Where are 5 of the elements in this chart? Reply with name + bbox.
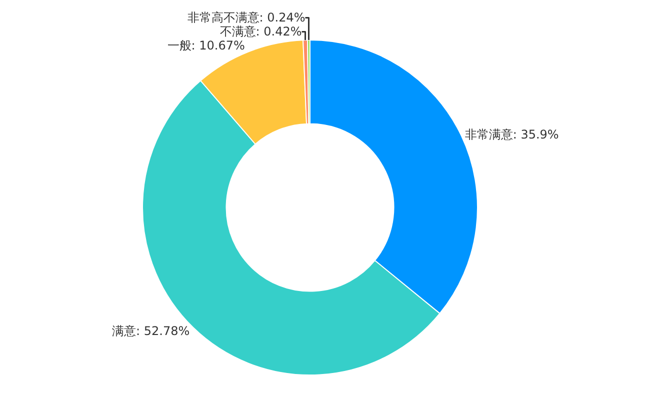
slice-label: 一般: 10.67% — [167, 38, 245, 53]
slice-label: 非常满意: 35.9% — [464, 127, 559, 142]
slice-label: 满意: 52.78% — [112, 324, 190, 338]
slice-label: 非常高不满意: 0.24% — [187, 10, 306, 25]
slice-label: 不满意: 0.42% — [220, 24, 302, 39]
